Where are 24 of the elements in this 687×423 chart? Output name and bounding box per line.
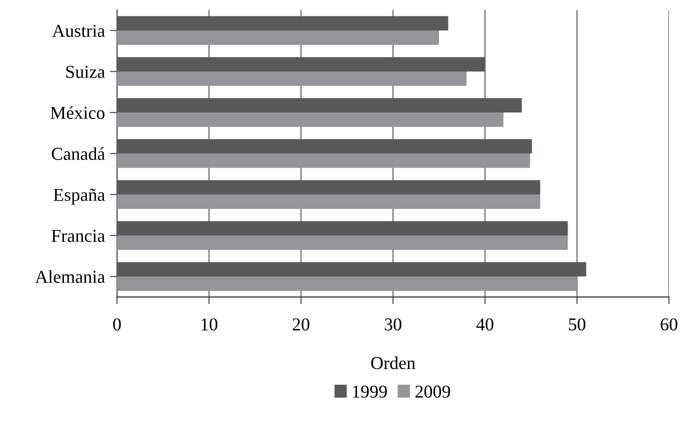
y-tick-label: Alemania (35, 270, 105, 283)
x-tick-label: 50 (569, 318, 586, 331)
bar (117, 236, 568, 250)
bar (117, 72, 467, 86)
bar (117, 276, 577, 291)
y-tick-label: Francia (52, 230, 105, 242)
x-tick-label: 20 (292, 318, 310, 331)
x-tick-label: 60 (660, 318, 678, 331)
legend-label: 2009 (415, 386, 450, 398)
bar (117, 194, 540, 209)
x-tick-label: 30 (384, 318, 402, 331)
bar (117, 154, 530, 168)
bar (117, 112, 504, 127)
y-tick-label: Canadá (52, 147, 105, 160)
y-tick-label: España (54, 188, 105, 205)
x-tick-label: 10 (202, 318, 218, 331)
x-axis-title: Orden (371, 356, 416, 370)
x-tick-label: 40 (476, 318, 494, 331)
x-tick-label: 0 (113, 318, 121, 331)
y-tick-label: México (50, 106, 105, 119)
bar (117, 30, 439, 45)
legend-label: 1999 (353, 386, 387, 398)
y-tick-label: Suiza (66, 66, 105, 78)
y-tick-label: Austria (52, 24, 105, 37)
